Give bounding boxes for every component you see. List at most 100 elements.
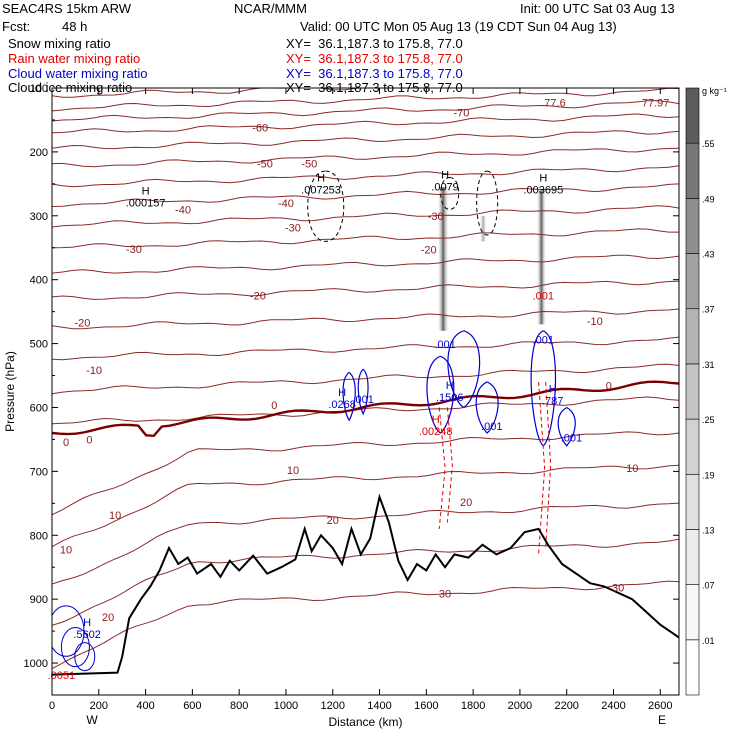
max-value-label: .5602 [73,629,101,641]
isotherm-label: 20 [460,497,472,509]
max-value-label: .003695 [523,185,563,197]
cloud-water-contour [426,355,455,434]
isotherm-line [52,308,679,330]
max-marker: H [338,387,346,399]
colorbar-bin [685,418,700,475]
max-value-label: .0268 [328,399,356,411]
isotherm-line [52,254,679,274]
y-tick-label: 100 [30,83,48,95]
colorbar-level-label: .19 [702,470,715,480]
max-value-label: .000157 [126,197,166,209]
isotherm-line [52,538,679,626]
colorbar-level-label: .43 [702,250,715,260]
isotherm-line [52,464,679,548]
isotherm-line [52,147,679,168]
x-tick-label: 2200 [554,700,578,712]
isotherm-label: -50 [257,158,273,170]
isotherm-label: 0 [86,434,92,446]
model-title: SEAC4RS 15km ARW [2,1,132,16]
rain-water-contour [438,407,446,529]
colorbar-bin [685,584,700,641]
y-tick-label: 1000 [24,658,48,670]
colorbar-bin [685,87,700,144]
cloud-water-contour [60,626,90,668]
x-tick-label: 1200 [321,700,345,712]
max-marker: H [142,185,150,197]
isotherm-label: 77.6 [544,98,565,110]
y-tick-label: 800 [30,530,48,542]
snow-shading-column [479,215,488,242]
isotherm-label: -30 [428,211,444,223]
isotherm-line [52,165,679,188]
colorbar-bin [685,142,700,199]
colorbar-level-label: .25 [702,415,715,425]
isotherm-label: 77.97 [642,98,670,110]
y-tick-label: 400 [30,275,48,287]
rain-water-contour [538,381,546,555]
isotherm-label: -20 [250,291,266,303]
x-tick-label: 1800 [461,700,485,712]
x-tick-label: 1000 [274,700,298,712]
field-name-rain: Rain water mixing ratio [8,51,141,66]
colorbar-bin [685,308,700,365]
cloud-water-contour [475,381,499,434]
isotherm-label: 20 [102,612,114,624]
isotherm-label: -50 [301,158,317,170]
max-value-label: .001 [533,335,554,347]
isotherm-label: -60 [252,123,268,135]
x-tick-label: 2600 [648,700,672,712]
max-value-label: .00248 [419,426,453,438]
isotherm-line [52,100,679,122]
colorbar-level-label: .13 [702,525,715,535]
x-tick-label: 400 [136,700,154,712]
isotherm-line [52,363,679,395]
cloud-ice-contour [440,176,460,210]
colorbar-level-label: .49 [702,194,715,204]
isotherm-label: 10 [109,510,121,522]
fcst-value: 48 h [62,19,88,34]
isotherm-line [52,580,679,670]
colorbar-bin [685,473,700,530]
y-tick-label: 700 [30,466,48,478]
x-tick-label: 0 [49,700,55,712]
field-xy-cloud-water: XY= 36.1,187.3 to 175.8, 77.0 [286,66,463,81]
colorbar-bin [685,198,700,254]
snow-shading-column [536,190,547,325]
y-tick-label: 200 [30,147,48,159]
x-tick-label: 800 [230,700,248,712]
cloud-water-contour [447,330,481,409]
isotherm-label: 10 [60,544,72,556]
colorbar-level-label: .37 [702,305,715,315]
isotherm-line [52,502,679,585]
y-tick-label: 300 [30,211,48,223]
isotherm-label: -10 [587,316,603,328]
isotherm-label: -40 [278,198,294,210]
max-marker: H [446,380,454,392]
isotherm-label: -30 [126,244,142,256]
rain-water-contour [446,407,453,523]
x-tick-label: 1600 [414,700,438,712]
isotherm-line [52,130,679,150]
field-name-snow: Snow mixing ratio [8,36,111,51]
isotherm-line [52,431,679,516]
cloud-ice-contour [476,170,499,236]
max-value-label: .0079 [431,181,459,193]
field-name-cloud-water: Cloud water mixing ratio [8,66,148,81]
x-tick-label: 200 [90,700,108,712]
x-tick-label: 1400 [367,700,391,712]
isotherm-line [52,88,364,98]
isotherm-label: -10 [86,365,102,377]
y-axis-label: Pressure (hPa) [3,351,17,432]
colorbar-bin [685,529,700,585]
isotherm-label: -30 [285,222,301,234]
colorbar-level-label: .31 [702,360,715,370]
max-value-label: .787 [542,395,563,407]
x-tick-label: 2000 [508,700,532,712]
isotherm-line [52,113,679,134]
east-end-label: E [658,713,666,727]
isotherm-label: -20 [74,317,90,329]
max-value-label: .001 [481,421,502,433]
isotherm-label: 0 [606,381,612,393]
colorbar-level-label: .55 [702,139,715,149]
